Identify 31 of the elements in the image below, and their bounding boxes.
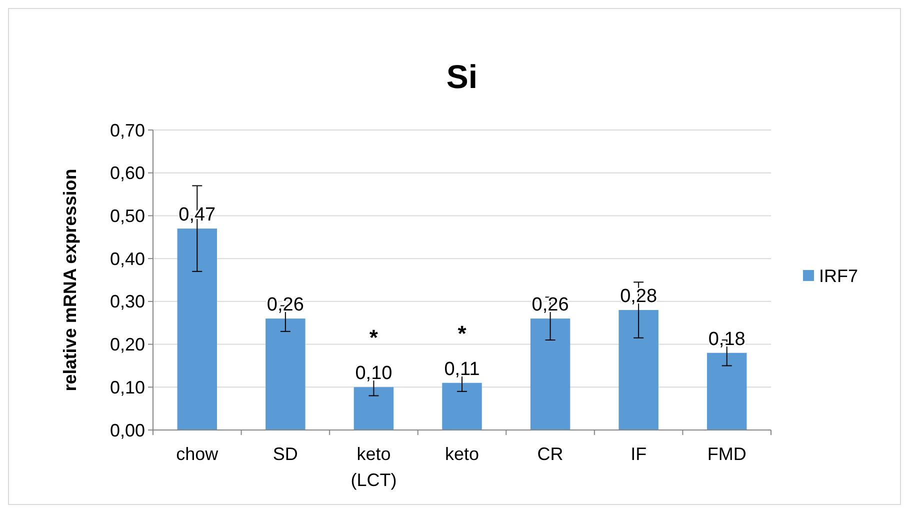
- data-label: 0,10: [355, 363, 392, 384]
- y-tick-label: 0,40: [110, 248, 145, 269]
- y-tick-label: 0,70: [110, 120, 145, 140]
- bar: [530, 318, 570, 430]
- bar: [266, 318, 306, 430]
- bar: [706, 352, 747, 430]
- y-tick-label: 0,00: [110, 420, 145, 440]
- y-tick-label: 0,50: [110, 206, 145, 226]
- y-tick-label: 0,60: [110, 163, 145, 184]
- annotation: *: [458, 320, 467, 346]
- x-tick-label: FMD: [707, 444, 746, 464]
- bar: [618, 310, 658, 430]
- annotation: *: [369, 325, 378, 350]
- chart-title: Si: [446, 58, 478, 95]
- y-tick-label: 0,20: [110, 334, 145, 355]
- data-label: 0,11: [444, 358, 480, 380]
- x-tick-label: keto (LCT): [350, 444, 397, 490]
- bar: [177, 228, 218, 430]
- data-label: 0,26: [266, 294, 304, 316]
- legend-label: IRF7: [819, 266, 858, 286]
- x-tick-label: chow: [176, 444, 220, 464]
- x-tick-label: SD: [272, 444, 298, 464]
- y-tick-label: 0,30: [110, 292, 145, 312]
- x-tick-label: CR: [537, 444, 564, 464]
- y-tick-label: 0,10: [110, 377, 145, 398]
- x-tick-label: IF: [630, 444, 647, 464]
- bar: [442, 382, 482, 430]
- x-tick-label: keto: [444, 444, 480, 464]
- y-axis-title: relative mRNA expression: [60, 168, 80, 392]
- bar: [354, 387, 394, 430]
- data-label: 0,18: [708, 328, 746, 350]
